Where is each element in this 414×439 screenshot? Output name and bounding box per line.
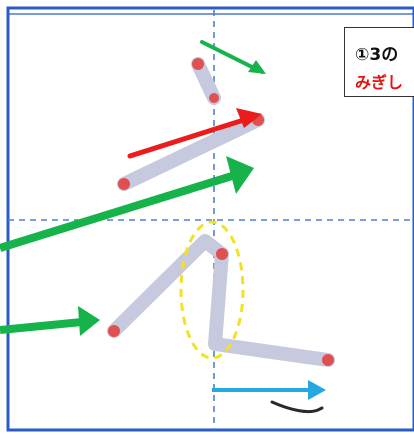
stroke-1-start-dot [192, 58, 204, 70]
red-arrow-icon [127, 108, 262, 159]
green-arrow-icon [0, 306, 100, 336]
stroke-3 [107, 234, 229, 338]
stroke-3-end-dot [108, 325, 120, 337]
pencil-scribble [270, 400, 324, 414]
stroke-1-end-dot [209, 93, 219, 103]
instruction-note: ①3の みぎし [344, 27, 414, 97]
stroke-1 [191, 57, 221, 105]
grid-frame [6, 6, 414, 432]
stroke-2-start-dot [118, 178, 130, 190]
instruction-note-line-1: ①3の [355, 45, 399, 65]
stroke-3-start-dot [216, 248, 228, 260]
stroke-2 [117, 113, 265, 191]
stroke-4 [208, 247, 335, 367]
stroke-4-end-dot [322, 354, 334, 366]
green-arrow-icon [200, 40, 266, 74]
cyan-arrow-icon [212, 380, 326, 400]
dashed-yellow-ellipse [179, 220, 245, 360]
green-arrow-icon [0, 156, 254, 252]
instruction-note-line-2: みぎし [355, 73, 404, 92]
